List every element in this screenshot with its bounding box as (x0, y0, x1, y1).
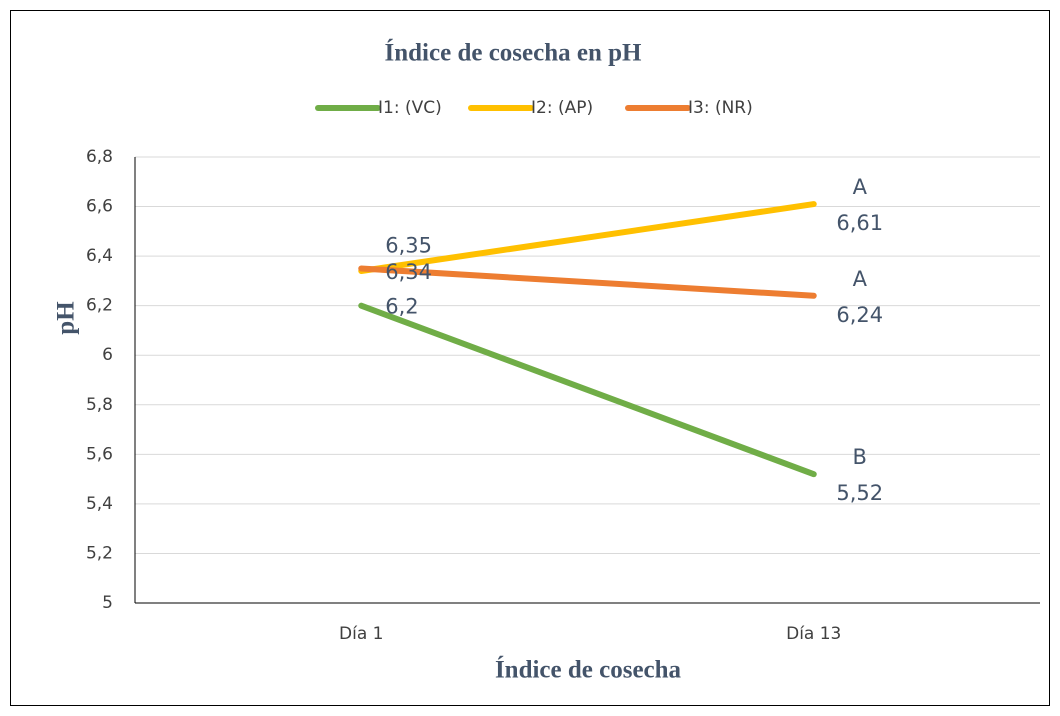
data-label: 5,52 (836, 481, 883, 505)
y-tick-label: 6,2 (86, 296, 113, 316)
data-label: 6,61 (836, 211, 883, 235)
data-label: 6,2 (385, 295, 418, 319)
y-tick-label: 6,4 (86, 246, 113, 266)
y-tick-label: 5 (102, 593, 113, 613)
y-axis-label: pH (53, 301, 80, 335)
chart-border (10, 10, 1050, 706)
series-line (358, 265, 817, 299)
series-line (358, 201, 817, 274)
x-tick-label: Día 1 (339, 624, 383, 644)
group-label: B (853, 445, 867, 469)
y-tick-label: 5,2 (86, 543, 113, 563)
data-label: 6,24 (836, 303, 883, 327)
data-label: 6,34 (385, 260, 432, 284)
data-label: 6,35 (385, 234, 432, 258)
legend-label: I3: (NR) (688, 98, 753, 118)
x-tick-label: Día 13 (786, 624, 841, 644)
y-tick-label: 6,8 (86, 147, 113, 167)
legend-label: I1: (VC) (378, 98, 442, 118)
group-label: A (853, 267, 868, 291)
y-tick-label: 6 (102, 345, 113, 365)
y-tick-label: 6,6 (86, 197, 113, 217)
x-axis-label: Índice de cosecha (495, 656, 682, 684)
chart-title: Índice de cosecha en pH (385, 39, 643, 67)
y-tick-label: 5,8 (86, 395, 113, 415)
y-tick-label: 5,6 (86, 444, 113, 464)
y-tick-label: 5,4 (86, 494, 113, 514)
series-line (358, 302, 817, 478)
group-label: A (853, 175, 868, 199)
legend-label: I2: (AP) (531, 98, 593, 118)
